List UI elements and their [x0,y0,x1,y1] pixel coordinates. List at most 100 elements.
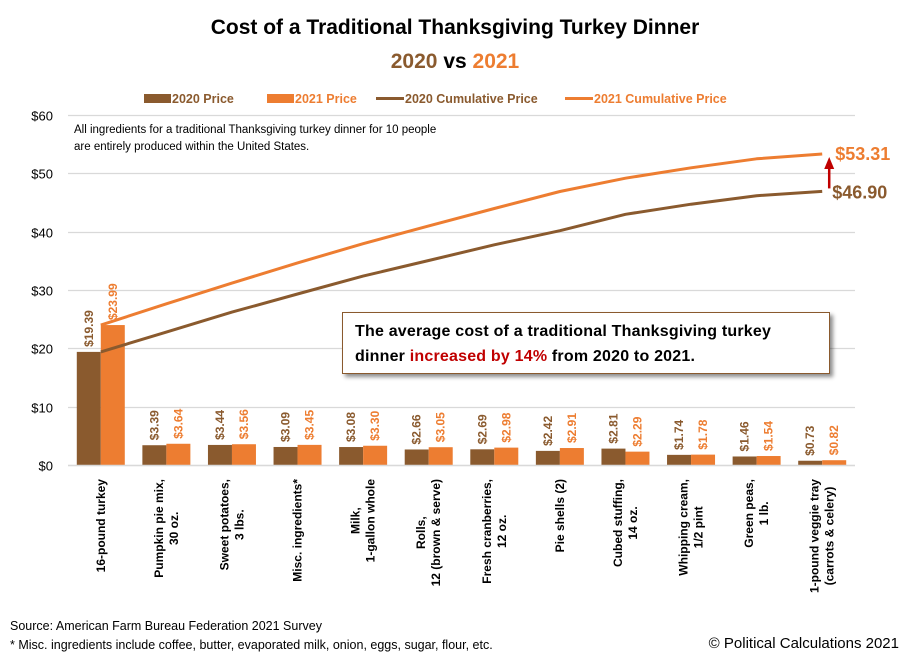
bar-2020 [273,446,298,465]
gridlines [68,114,855,467]
x-category-line: (carrots & celery) [823,487,837,586]
bar-2021 [822,460,847,465]
legend-label-2020-cumulative: 2020 Cumulative Price [405,92,538,106]
bar-2021 [559,448,584,465]
bar-2020 [601,448,626,465]
bar-label-2020: $0.73 [803,425,817,455]
bar-label-2020: $2.66 [410,414,424,444]
x-category-line: 3 lbs. [232,509,246,540]
chart-subtitle: 2020 vs 2021 [391,50,520,73]
legend-label-2020-price: 2020 Price [172,92,234,106]
x-category-line: 12 (brown & serve) [429,479,443,586]
copyright: © Political Calculations 2021 [708,635,899,652]
end-label-2021: $53.31 [835,144,890,164]
x-category-line: Sweet potatoes, [217,479,231,570]
chart-title: Cost of a Traditional Thanksgiving Turke… [211,16,700,39]
x-category-label: Sweet potatoes, 3 lbs. [217,479,246,570]
bar-2021 [297,444,322,465]
x-category-line: Pumpkin pie mix, [152,479,166,578]
callout-box: The average cost of a traditional Thanks… [342,312,830,374]
note-line-1: All ingredients for a traditional Thanks… [74,124,436,136]
x-category-line: Green peas, [742,479,756,548]
bar-label-2021: $1.78 [696,419,710,449]
y-tick-label: $10 [31,401,53,416]
x-category-line: 14 oz. [626,506,640,539]
x-category-line: Misc. ingredients* [291,479,305,582]
x-category-label: Misc. ingredients* [291,479,305,582]
x-category-label: Fresh cranberries, 12 oz. [480,479,509,584]
bar-label-2021: $3.64 [171,408,185,438]
bar-2020 [470,449,495,465]
bar-2020 [667,454,692,465]
bar-label-2021: $23.99 [106,283,120,320]
x-category-line: Fresh cranberries, [480,479,494,584]
bar-label-2020: $3.44 [213,410,227,440]
bar-label-2020: $2.69 [475,414,489,444]
legend-swatch-2021-price [267,94,294,103]
x-category-line: 1/2 pint [692,506,706,548]
bar-label-2021: $3.30 [368,410,382,440]
bar-label-2021: $2.98 [499,412,513,442]
source-note: Source: American Farm Bureau Federation … [10,619,322,633]
end-annotations: $53.31 $46.90 [824,144,890,202]
x-category-label: Milk, 1-gallon whole [349,479,378,563]
cumulative-lines [100,152,823,354]
x-category-line: Milk, [349,507,363,534]
y-tick-label: $0 [39,459,53,474]
bar-2021 [494,447,519,465]
bar-2020 [76,351,101,465]
x-category-label: Green peas, 1 lb. [742,479,771,548]
subtitle-year-2021: 2021 [473,50,520,73]
bar-2021 [756,456,781,465]
x-category-line: 12 oz. [495,515,509,548]
callout-post: from 2020 to 2021. [547,348,696,365]
y-tick-label: $20 [31,342,53,357]
x-category-line: 1-pound veggie tray [808,479,822,593]
subtitle-vs: vs [443,50,466,73]
x-category-line: 16-pound turkey [94,479,108,573]
bar-label-2020: $19.39 [82,310,96,347]
y-axis: $0 $10 $20 $30 $40 $50 $60 [31,109,53,474]
bar-label-2021: $3.05 [434,412,448,442]
x-category-label: Cubed stuffing, 14 oz. [611,479,640,567]
x-category-label: 16-pound turkey [94,479,108,573]
callout-line-1: The average cost of a traditional Thanks… [355,323,772,340]
bar-2020 [142,445,167,465]
x-category-label: Pie shells (2) [553,479,567,552]
bar-2021 [625,451,650,465]
bar-2021 [231,444,256,465]
bar-2020 [798,460,823,465]
bar-2021 [691,454,716,465]
legend: 2020 Price 2021 Price 2020 Cumulative Pr… [144,92,727,106]
bar-2020 [207,444,232,465]
bar-label-2020: $3.09 [279,412,293,442]
x-category-line: Cubed stuffing, [611,479,625,567]
cumulative-line-2020 [100,189,823,354]
callout-line-2: dinner increased by 14% from 2020 to 202… [355,344,819,369]
bar-label-2020: $1.46 [738,421,752,451]
y-tick-label: $60 [31,109,53,124]
legend-swatch-2020-price [144,94,171,103]
bar-label-2021: $2.91 [565,413,579,443]
x-category-label: 1-pound veggie tray (carrots & celery) [808,479,837,593]
callout-highlight: increased by 14% [409,348,548,365]
bar-label-2021: $3.56 [237,409,251,439]
bar-label-2020: $3.39 [147,410,161,440]
bar-label-2020: $1.74 [672,419,686,449]
bar-2020 [732,456,757,465]
bar-2021 [363,445,388,465]
bar-labels: $19.39 $23.99 $3.39 $3.64 $3.44 $3.56 $3.09 $3.… [82,283,841,456]
x-category-line: Whipping cream, [677,479,691,576]
bar-label-2021: $1.54 [762,421,776,451]
bar-2020 [339,447,364,465]
x-category-line: 1 lb. [757,501,771,525]
y-tick-label: $50 [31,167,53,182]
bar-2020 [404,449,429,465]
y-tick-label: $30 [31,284,53,299]
legend-label-2021-cumulative: 2021 Cumulative Price [594,92,727,106]
bar-label-2021: $2.29 [630,416,644,446]
x-category-line: 1-gallon whole [364,479,378,563]
bar-2021 [428,447,453,465]
x-category-line: 30 oz. [167,512,181,545]
